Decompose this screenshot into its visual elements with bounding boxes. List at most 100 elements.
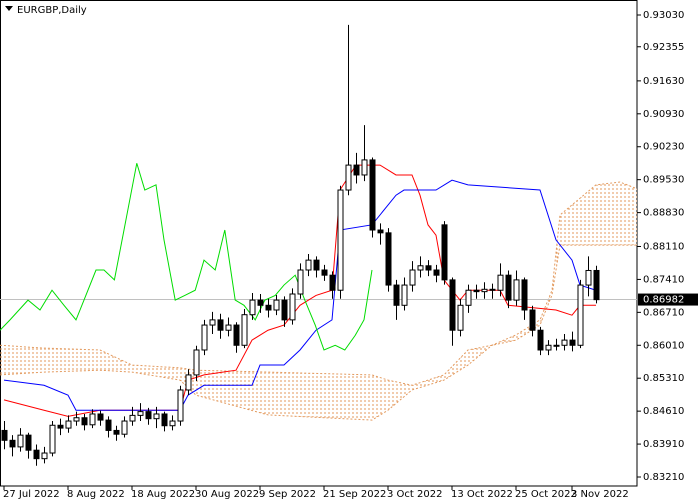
y-tick-label: 0.85310	[643, 373, 684, 384]
candle-body	[97, 413, 104, 421]
candle-body	[505, 274, 512, 301]
candle-body	[177, 389, 184, 422]
candle-body	[169, 420, 176, 427]
x-tick-label: 3 Nov 2022	[571, 489, 629, 500]
y-tick-label: 0.87410	[643, 274, 684, 285]
y-tick-label: 0.89530	[643, 175, 684, 186]
candle-body	[225, 324, 232, 331]
candle-body	[545, 344, 552, 351]
candle-body	[233, 324, 240, 346]
candle-body	[529, 309, 536, 331]
candle-body	[409, 269, 416, 286]
candle-body	[305, 259, 312, 271]
candle-body	[81, 417, 88, 426]
candle-body	[121, 420, 128, 435]
candle-body	[273, 299, 280, 311]
chart-title: EURGBP,Daily	[17, 5, 87, 16]
candle-body	[161, 413, 168, 427]
x-tick-label: 8 Aug 2022	[67, 489, 125, 500]
candle-body	[49, 424, 56, 454]
candle-body	[321, 269, 328, 276]
y-tick-label: 0.83210	[643, 472, 684, 483]
candle-body	[537, 329, 544, 351]
candle-body	[441, 224, 448, 281]
x-tick-label: 25 Oct 2022	[515, 489, 577, 500]
candle-body	[457, 304, 464, 331]
candle-body	[345, 164, 352, 191]
candle-body	[17, 434, 24, 448]
y-tick-label: 0.90930	[643, 109, 684, 120]
y-tick-label: 0.84610	[643, 406, 684, 417]
candle-body	[145, 411, 152, 420]
candle-body	[217, 319, 224, 331]
candle-body	[129, 414, 136, 422]
current-price-tag	[638, 293, 698, 306]
candle-body	[185, 374, 192, 391]
candle-body	[513, 279, 520, 301]
candle-body	[281, 299, 288, 321]
candle-body	[9, 439, 16, 448]
candle-body	[369, 159, 376, 231]
candle-body	[241, 314, 248, 346]
candle-body	[521, 279, 528, 311]
y-tick-label: 0.86010	[643, 340, 684, 351]
y-tick-label: 0.91630	[643, 76, 684, 87]
indicator-line	[0, 163, 373, 351]
candle-body	[297, 269, 304, 295]
candle-body	[569, 339, 576, 346]
y-tick-label: 0.92355	[643, 42, 684, 53]
candle-body	[313, 259, 320, 271]
candle-body	[57, 424, 64, 429]
candle-body	[553, 344, 560, 347]
candle-body	[465, 289, 472, 306]
candle-body	[65, 420, 72, 429]
candle-body	[489, 288, 496, 291]
candle-body	[289, 293, 296, 321]
candle-body	[41, 452, 48, 460]
candle-body	[401, 284, 408, 306]
candle-body	[353, 164, 360, 176]
candle-body	[561, 339, 568, 346]
candle-body	[481, 288, 488, 293]
y-tick-label: 0.90230	[643, 142, 684, 153]
x-tick-label: 21 Sep 2022	[323, 489, 386, 500]
candle-body	[393, 284, 400, 306]
candle-body	[25, 434, 32, 451]
candle-body	[249, 299, 256, 316]
candle-body	[73, 417, 80, 422]
candle-body	[417, 265, 424, 271]
senkou-span-a	[0, 181, 637, 421]
candle-body	[193, 349, 200, 376]
x-tick-label: 27 Jul 2022	[3, 489, 60, 500]
x-tick-label: 18 Aug 2022	[131, 489, 195, 500]
x-tick-label: 13 Oct 2022	[451, 489, 513, 500]
candle-body	[385, 232, 392, 286]
y-tick-label: 0.93030	[643, 10, 684, 21]
candle-body	[1, 429, 8, 441]
y-tick-label: 0.88110	[643, 241, 684, 252]
candle-body	[265, 304, 272, 311]
menu-triangle[interactable]	[5, 6, 13, 11]
candle-body	[113, 429, 120, 435]
candle-body	[337, 189, 344, 291]
x-tick-label: 3 Oct 2022	[387, 489, 442, 500]
candle-body	[209, 319, 216, 326]
candle-body	[377, 229, 384, 234]
candle-body	[577, 284, 584, 346]
candle-body	[89, 413, 96, 426]
candle-body	[593, 269, 600, 301]
candle-body	[105, 419, 112, 431]
candle-body	[137, 411, 144, 416]
y-tick-label: 0.86710	[643, 307, 684, 318]
candle-body	[433, 269, 440, 276]
senkou-span-b	[0, 244, 637, 386]
candle-body	[361, 159, 368, 176]
x-tick-label: 30 Aug 2022	[195, 489, 259, 500]
candle-body	[449, 279, 456, 331]
current-price-label: 0.86982	[643, 295, 684, 306]
candle-body	[257, 299, 264, 306]
candle-body	[329, 274, 336, 291]
candle-body	[33, 449, 40, 460]
